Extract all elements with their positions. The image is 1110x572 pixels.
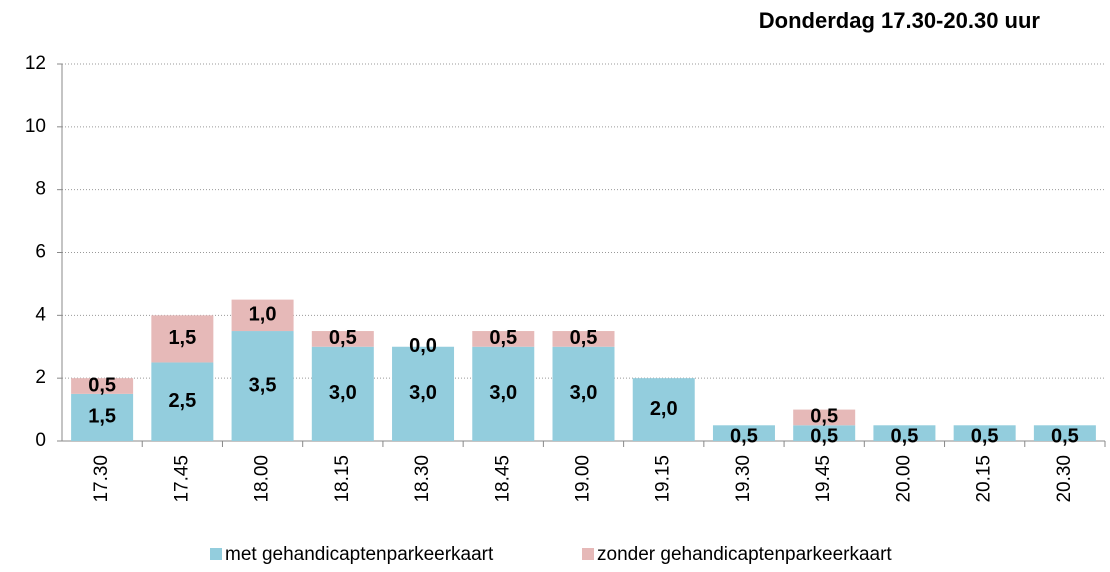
legend-label: zonder gehandicaptenparkeerkaart: [597, 544, 892, 565]
x-tick-label: 17.45: [171, 455, 192, 503]
bar-segment: [953, 425, 1016, 441]
x-tick-label: 18.15: [332, 455, 353, 503]
x-tick-label: 18.00: [252, 455, 273, 503]
legend-swatch: [582, 548, 594, 560]
y-tick-label: 6: [35, 242, 46, 263]
x-tick-label: 18.45: [492, 455, 513, 503]
x-tick-label: 20.00: [893, 455, 914, 503]
data-label: 0,5: [570, 327, 598, 349]
data-label: 3,0: [329, 382, 357, 404]
bar-segment: [71, 378, 134, 394]
bar-segment: [151, 362, 214, 441]
data-label: 3,5: [249, 374, 277, 396]
legend-swatch: [210, 548, 222, 560]
y-tick-label: 0: [35, 430, 46, 451]
bar-segment: [793, 409, 856, 426]
bar-segment: [712, 425, 775, 441]
x-tick-label: 18.30: [412, 455, 433, 503]
data-label: 0,5: [810, 406, 838, 428]
data-label: 3,0: [409, 382, 437, 404]
x-tick-label: 17.30: [91, 455, 112, 503]
bar-segment: [231, 331, 294, 441]
y-tick-label: 8: [35, 179, 46, 200]
bar-segment: [873, 425, 936, 441]
bar-segment: [151, 315, 214, 363]
x-tick-label: 19.45: [813, 455, 834, 503]
y-tick-label: 10: [25, 116, 46, 137]
x-tick-label: 19.30: [733, 455, 754, 503]
data-label: 3,0: [489, 382, 517, 404]
data-label: 0,5: [891, 425, 919, 447]
bar-segment: [231, 299, 294, 332]
data-label: 0,0: [409, 335, 437, 357]
data-label: 0,5: [730, 425, 758, 447]
bar-segment: [552, 331, 615, 347]
chart-title: Donderdag 17.30-20.30 uur: [759, 8, 1041, 33]
bar-segment: [311, 346, 374, 441]
data-label: 0,5: [971, 425, 999, 447]
data-label: 2,5: [168, 390, 196, 412]
bar-segment: [311, 331, 374, 347]
y-tick-label: 4: [35, 304, 46, 325]
x-tick-label: 19.15: [653, 455, 674, 503]
data-label: 3,0: [570, 382, 598, 404]
x-tick-label: 20.15: [974, 455, 995, 503]
data-label: 0,5: [810, 425, 838, 447]
bar-segment: [472, 331, 535, 347]
data-label: 0,5: [329, 327, 357, 349]
bar-segment: [1033, 425, 1096, 441]
data-label: 1,5: [168, 327, 196, 349]
x-tick-label: 20.30: [1054, 455, 1075, 503]
y-tick-label: 12: [25, 53, 46, 74]
bar-segment: [71, 393, 134, 441]
bar-segment: [392, 346, 455, 441]
legend-label: met gehandicaptenparkeerkaart: [225, 544, 494, 565]
bar-segment: [632, 378, 695, 441]
data-label: 0,5: [88, 374, 116, 396]
data-label: 0,5: [1051, 425, 1079, 447]
y-tick-label: 2: [35, 367, 46, 388]
data-label: 1,5: [88, 406, 116, 428]
data-label: 2,0: [650, 398, 678, 420]
x-tick-label: 19.00: [573, 455, 594, 503]
bar-segment: [793, 425, 856, 441]
data-label: 0,5: [489, 327, 517, 349]
bar-segment: [552, 346, 615, 441]
data-label: 1,0: [249, 304, 277, 326]
bar-segment: [472, 346, 535, 441]
